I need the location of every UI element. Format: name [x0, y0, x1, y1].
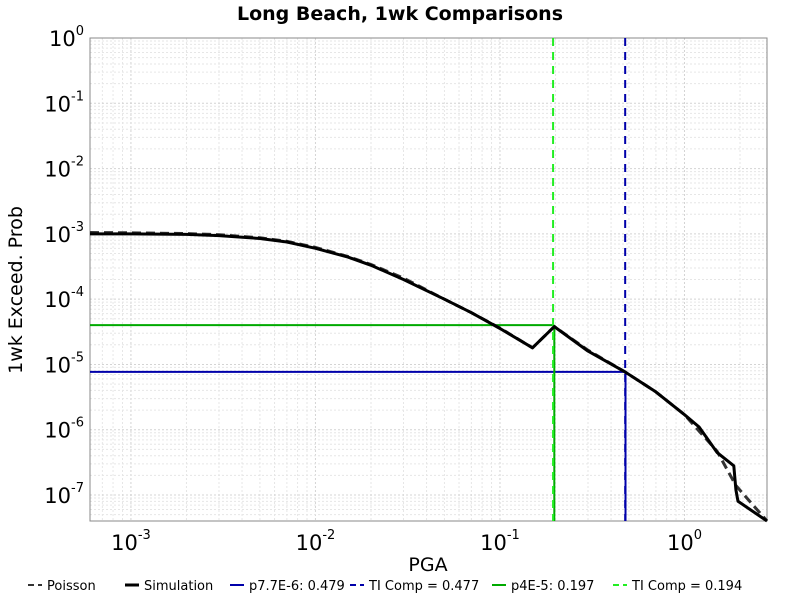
- chart-title: Long Beach, 1wk Comparisons: [237, 3, 563, 25]
- x-axis-label: PGA: [408, 554, 447, 576]
- series-poisson: [89, 231, 769, 522]
- legend-label: TI Comp = 0.194: [631, 579, 742, 594]
- y-tick-label: 10-5: [44, 350, 84, 377]
- y-axis-label: 1wk Exceed. Prob: [5, 206, 27, 374]
- y-tick-label: 100: [49, 24, 84, 51]
- legend: Poisson Simulation p7.7E-6: 0.479 TI Comp =…: [28, 579, 742, 594]
- series-simulation: [90, 232, 768, 523]
- y-tick-label: 10-2: [44, 155, 84, 182]
- legend-label: p4E-5: 0.197: [511, 579, 594, 594]
- x-tick-label: 10-3: [111, 528, 151, 555]
- x-tick-label: 10-1: [480, 528, 520, 555]
- x-tick-label: 100: [667, 528, 702, 555]
- legend-label: Simulation: [144, 579, 213, 594]
- reference-lines: [90, 38, 627, 521]
- legend-label: TI Comp = 0.477: [368, 579, 479, 594]
- tick-labels: 10-3 10-2 10-1 100 100 10-1 10-2 10-3 10-4 10-5 10…: [44, 24, 702, 555]
- legend-label: p7.7E-6: 0.479: [249, 579, 345, 594]
- y-tick-label: 10-6: [44, 416, 84, 443]
- y-tick-label: 10-1: [44, 89, 84, 116]
- y-tick-label: 10-3: [44, 220, 84, 247]
- grid: [89, 38, 767, 521]
- x-tick-label: 10-2: [296, 528, 336, 555]
- legend-label: Poisson: [47, 579, 96, 594]
- y-tick-label: 10-7: [44, 481, 84, 508]
- plot-area: [89, 37, 768, 522]
- y-tick-label: 10-4: [44, 285, 84, 312]
- series-lines: [89, 231, 769, 523]
